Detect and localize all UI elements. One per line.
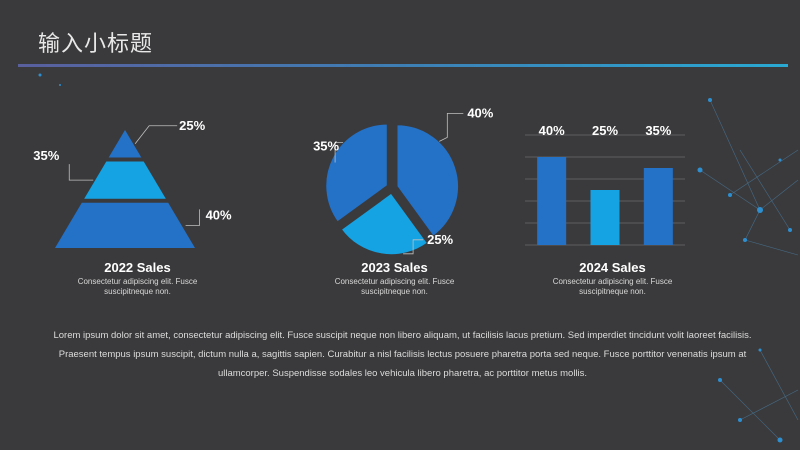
bar-label-1: 40% xyxy=(539,123,565,138)
caption-heading: 2023 Sales xyxy=(361,260,428,275)
leader-line xyxy=(134,125,178,144)
pie-label-2: 25% xyxy=(427,232,453,247)
body-paragraph: Lorem ipsum dolor sit amet, consectetur … xyxy=(53,330,752,379)
pie-label-1: 40% xyxy=(467,105,493,120)
leader-line xyxy=(185,209,200,226)
pie-chart: 40% 25% 35% xyxy=(313,105,494,256)
caption-2022: 2022 Sales Consectetur adipiscing elit. … xyxy=(70,260,205,297)
leader-line xyxy=(439,112,464,142)
pie-slice-2 xyxy=(340,191,429,256)
caption-heading: 2022 Sales xyxy=(104,260,171,275)
pie-slice-3 xyxy=(324,122,389,224)
caption-sub: Consectetur adipiscing elit. Fusce susci… xyxy=(552,277,673,296)
bar-3 xyxy=(643,168,673,245)
pyramid-level-1 xyxy=(108,130,142,158)
bar-label-2: 25% xyxy=(592,123,618,138)
pyramid-level-3 xyxy=(55,202,195,248)
bar-1 xyxy=(537,157,567,245)
pie-slice-1 xyxy=(396,123,460,238)
slide-title: 输入小标题 xyxy=(38,32,154,57)
pyramid-chart: 25% 35% 40% xyxy=(33,118,232,248)
pyramid-label-bottom: 40% xyxy=(206,207,232,222)
pyramid-label-top: 25% xyxy=(179,118,205,133)
leader-line xyxy=(334,142,344,163)
pyramid-level-2 xyxy=(84,161,166,199)
pie-label-3: 35% xyxy=(313,139,339,154)
leader-line xyxy=(403,239,424,255)
caption-sub: Consectetur adipiscing elit. Fusce susci… xyxy=(77,277,198,296)
bar-2 xyxy=(590,190,620,245)
caption-heading: 2024 Sales xyxy=(579,260,646,275)
caption-2024: 2024 Sales Consectetur adipiscing elit. … xyxy=(545,260,680,297)
pyramid-label-middle: 35% xyxy=(33,148,59,163)
bar-chart: 40% 25% 35% xyxy=(525,123,685,246)
title-rule xyxy=(18,64,788,67)
bar-label-3: 35% xyxy=(645,123,671,138)
caption-sub: Consectetur adipiscing elit. Fusce susci… xyxy=(334,277,455,296)
leader-line xyxy=(68,164,94,181)
caption-2023: 2023 Sales Consectetur adipiscing elit. … xyxy=(327,260,462,297)
